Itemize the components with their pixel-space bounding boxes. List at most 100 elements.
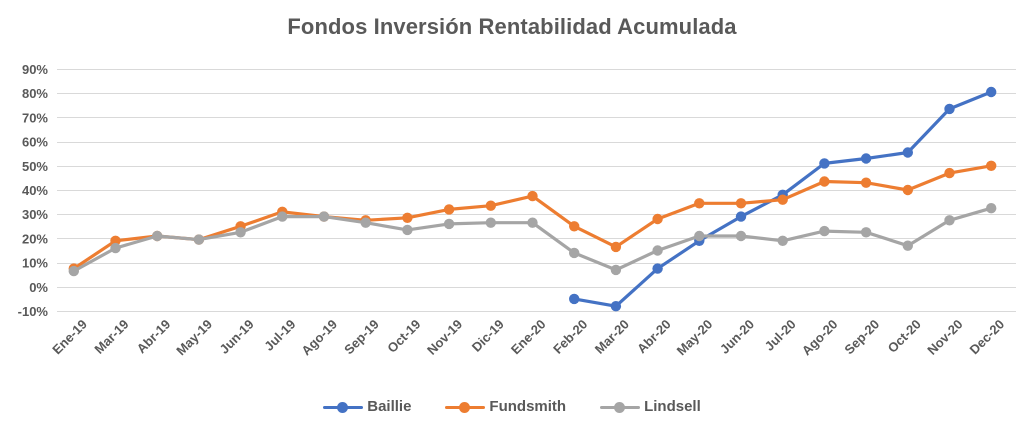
data-point[interactable] [235, 227, 246, 238]
legend-label: Lindsell [644, 398, 701, 415]
data-point[interactable] [527, 217, 538, 228]
data-point[interactable] [944, 215, 955, 226]
legend-label: Fundsmith [489, 398, 567, 415]
data-point[interactable] [193, 234, 205, 245]
legend-item-baillie[interactable]: Baillie [323, 398, 411, 415]
chart-title: Fondos Inversión Rentabilidad Acumulada [287, 14, 737, 39]
data-point[interactable] [944, 167, 955, 179]
data-point[interactable] [735, 198, 747, 209]
data-point[interactable] [860, 153, 872, 164]
data-point[interactable] [110, 242, 121, 254]
series-lindsell [68, 203, 997, 277]
data-point[interactable] [110, 235, 121, 246]
data-point[interactable] [402, 212, 413, 223]
data-point[interactable] [360, 217, 371, 228]
x-axis-tick-label: Oct-19 [384, 317, 423, 356]
data-point[interactable] [694, 198, 705, 209]
data-point[interactable] [819, 176, 830, 187]
data-point[interactable] [402, 224, 413, 236]
data-point[interactable] [986, 160, 997, 171]
data-point[interactable] [735, 211, 747, 222]
legend-swatch-icon [323, 400, 364, 414]
x-axis-tick-label: Ago-19 [298, 317, 340, 359]
x-axis-tick-label: Jul-19 [261, 317, 298, 354]
x-axis-tick-label: Jul-20 [762, 317, 799, 354]
data-point[interactable] [485, 217, 496, 228]
x-axis-tick-label: Dic-19 [469, 317, 507, 355]
legend-item-lindsell[interactable]: Lindsell [600, 398, 701, 415]
data-point[interactable] [902, 240, 913, 251]
y-axis-tick-label: -10% [18, 304, 49, 319]
x-axis-tick-label: Sep-20 [841, 317, 882, 358]
data-point[interactable] [986, 203, 997, 214]
data-point[interactable] [860, 177, 872, 188]
x-axis-tick-label: Abr-20 [634, 317, 674, 357]
data-point[interactable] [610, 301, 622, 312]
y-axis-tick-label: 50% [22, 159, 48, 174]
x-axis-tick-label: Mar-20 [592, 317, 632, 357]
y-axis-tick-label: 60% [22, 135, 48, 150]
x-axis-tick-label: Sep-19 [341, 317, 382, 358]
data-point[interactable] [819, 158, 830, 169]
x-axis-tick-label: Ene-20 [508, 317, 549, 358]
x-axis-tick-label: Nov-19 [424, 317, 465, 358]
x-axis-tick-label: May-19 [173, 317, 215, 359]
data-point[interactable] [318, 211, 330, 222]
x-axis-tick-label: May-20 [674, 317, 716, 359]
x-axis-tick-label: Abr-19 [134, 317, 174, 357]
series-fundsmith [68, 160, 997, 274]
x-axis-tick-label: Mar-19 [91, 317, 131, 357]
y-axis-tick-label: 20% [22, 231, 48, 246]
y-axis-tick-label: 0% [29, 280, 48, 295]
y-axis-tick-label: 70% [22, 110, 48, 125]
x-axis-tick-labels: Ene-19 Mar-19 Abr-19 May-19 Jun-19 Jul-19 Ago-… [49, 317, 1007, 359]
data-point[interactable] [735, 230, 747, 242]
data-point[interactable] [819, 225, 830, 237]
data-point[interactable] [777, 235, 788, 246]
legend-item-fundsmith[interactable]: Fundsmith [445, 398, 566, 415]
data-point[interactable] [610, 264, 622, 276]
data-series [68, 86, 997, 312]
data-point[interactable] [68, 265, 80, 277]
data-point[interactable] [860, 227, 872, 238]
gridlines [57, 69, 1016, 312]
data-point[interactable] [652, 213, 663, 225]
legend-swatch-icon [600, 400, 641, 414]
data-point[interactable] [694, 230, 705, 242]
legend-label: Baillie [367, 398, 412, 415]
series-line [72, 164, 993, 271]
data-point[interactable] [902, 184, 913, 196]
data-point[interactable] [569, 293, 580, 305]
data-point[interactable] [527, 190, 538, 202]
y-axis-tick-label: 30% [22, 207, 48, 222]
data-point[interactable] [652, 263, 663, 274]
data-point[interactable] [777, 194, 788, 205]
data-point[interactable] [277, 211, 288, 222]
data-point[interactable] [152, 230, 163, 242]
data-point[interactable] [986, 86, 997, 98]
data-point[interactable] [944, 103, 955, 115]
x-axis-tick-label: Nov-20 [924, 317, 965, 358]
y-axis-tick-labels: 90% 80% 70% 60% 50% 40% 30% 20% 10% 0% -10% [18, 62, 49, 319]
x-axis-tick-label: Ene-19 [49, 317, 90, 358]
x-axis-tick-label: Dec-20 [967, 317, 1008, 358]
data-point[interactable] [443, 218, 455, 230]
x-axis-tick-label: Jun-19 [217, 317, 257, 357]
data-point[interactable] [443, 204, 455, 215]
y-axis-tick-label: 90% [22, 62, 48, 77]
data-point[interactable] [485, 200, 496, 211]
data-point[interactable] [652, 245, 663, 256]
data-point[interactable] [569, 221, 580, 232]
data-point[interactable] [902, 147, 913, 158]
data-point[interactable] [610, 241, 622, 253]
x-axis-tick-label: Jun-20 [717, 317, 757, 357]
y-axis-tick-label: 40% [22, 183, 48, 198]
x-axis-tick-label: Oct-20 [885, 317, 924, 356]
chart-legend: Baillie Fundsmith Lindsell [0, 398, 1024, 415]
data-point[interactable] [569, 247, 580, 259]
x-axis-tick-label: Ago-20 [799, 317, 841, 359]
x-axis-tick-label: Feb-20 [550, 317, 590, 357]
y-axis-tick-label: 80% [22, 86, 48, 101]
